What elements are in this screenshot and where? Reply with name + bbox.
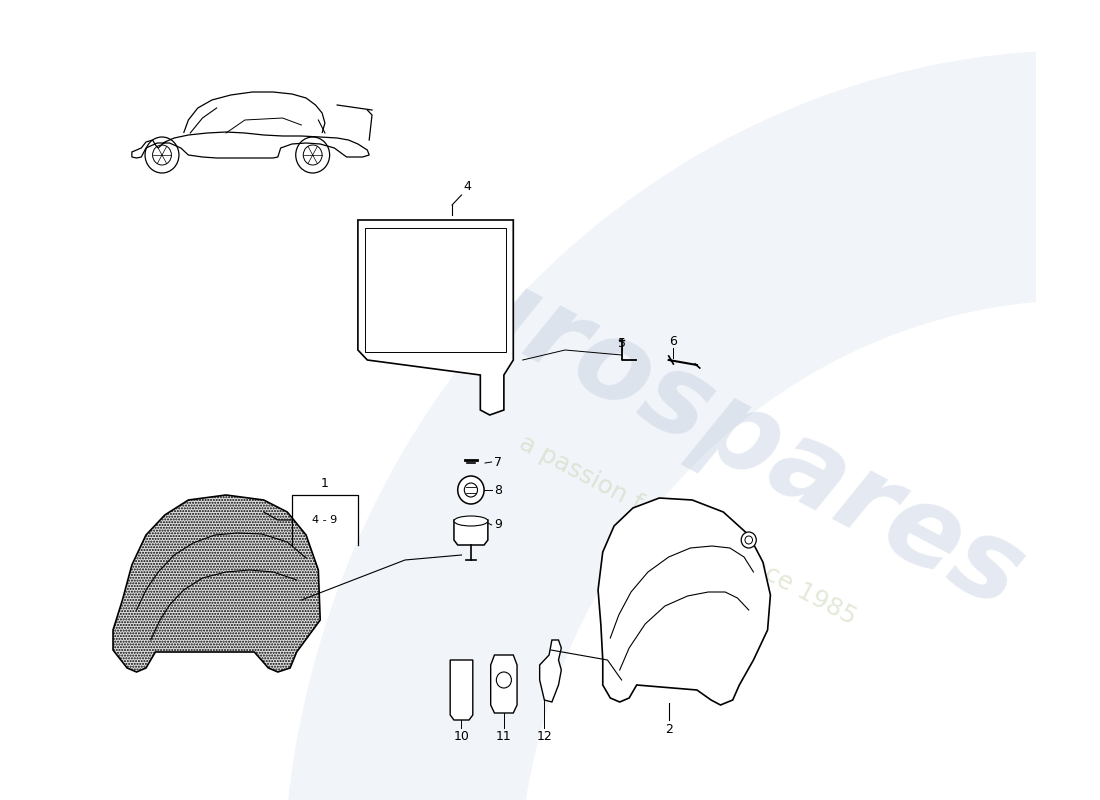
Circle shape [496,672,512,688]
Text: 6: 6 [670,335,678,348]
Text: 12: 12 [537,730,552,743]
Ellipse shape [454,516,488,526]
Text: 9: 9 [495,518,503,531]
Circle shape [464,483,477,497]
Polygon shape [283,50,1100,800]
Text: 7: 7 [495,455,503,469]
Text: 1: 1 [321,477,329,490]
Polygon shape [113,495,320,672]
Polygon shape [540,640,561,702]
Text: 10: 10 [453,730,470,743]
Text: eurospares: eurospares [371,208,1042,632]
Text: 11: 11 [496,730,512,743]
Circle shape [741,532,757,548]
Text: 4 - 9: 4 - 9 [312,515,338,525]
Text: a passion for parts since 1985: a passion for parts since 1985 [515,430,860,630]
Circle shape [458,476,484,504]
Text: 4: 4 [463,180,471,193]
Polygon shape [491,655,517,713]
Circle shape [745,536,752,544]
Polygon shape [358,220,514,415]
Text: 8: 8 [495,483,503,497]
Polygon shape [598,498,770,705]
Polygon shape [454,520,488,545]
Polygon shape [132,132,370,158]
Text: 5: 5 [617,337,626,350]
Text: 2: 2 [664,723,672,736]
Polygon shape [450,660,473,720]
